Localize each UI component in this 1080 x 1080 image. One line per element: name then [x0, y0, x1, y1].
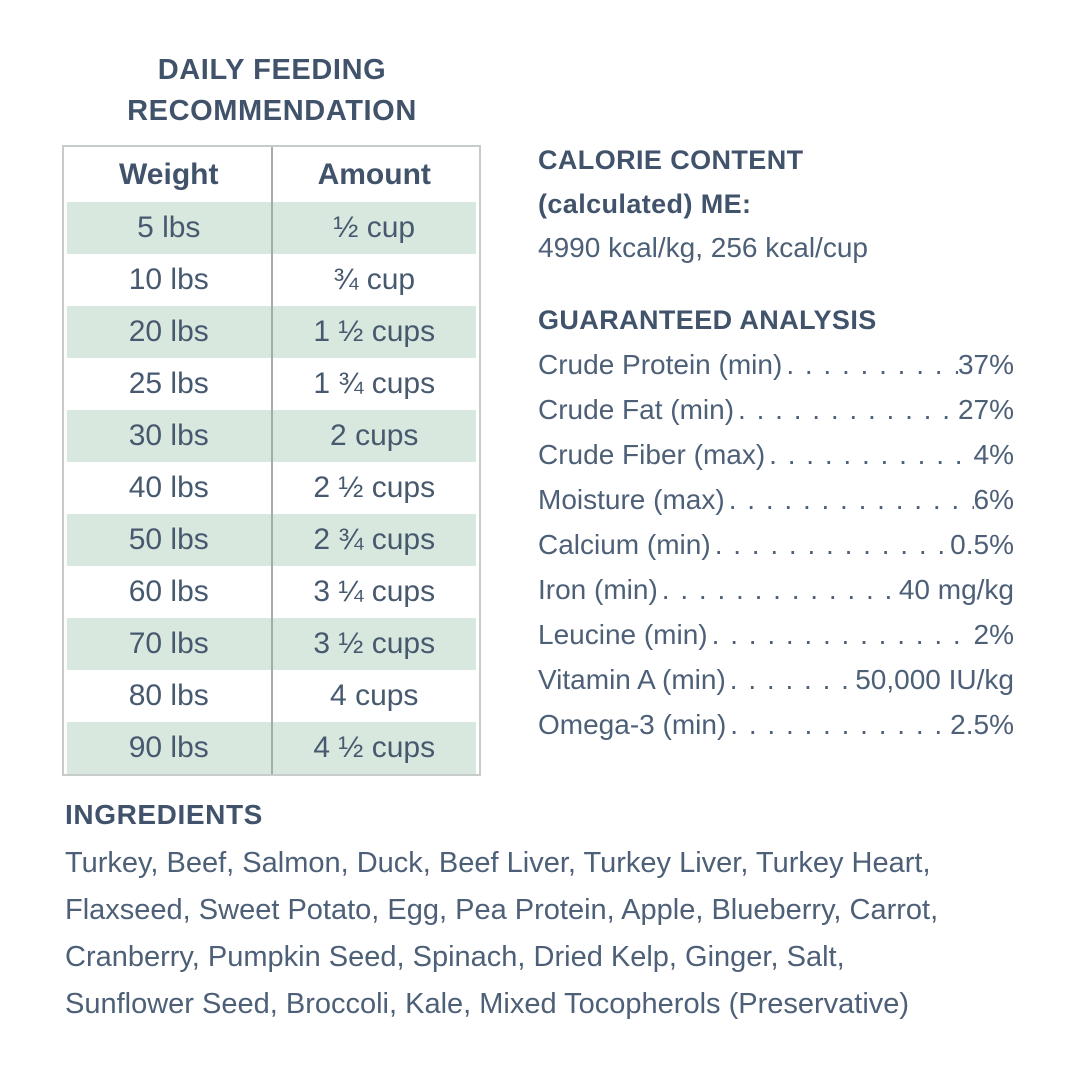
feeding-title-line1: DAILY FEEDING: [157, 54, 387, 86]
weight-cell: 10 lbs: [67, 254, 273, 306]
analysis-label: Moisture (max): [538, 484, 725, 515]
amount-cell: ¾ cup: [333, 263, 416, 296]
dot-leader: . . . . . . . . . . . . . . . . . . . . …: [728, 484, 974, 515]
analysis-label: Crude Protein (min): [538, 349, 783, 380]
analysis-label: Crude Fiber (max): [538, 439, 766, 470]
analysis-value: 37%: [957, 349, 1014, 380]
table-row: 60 lbs 3 ¼ cups: [67, 566, 476, 618]
analysis-value: 2.5%: [950, 709, 1014, 740]
amount-cell: ½ cup: [271, 202, 476, 254]
calorie-value: 4990 kcal/kg, 256 kcal/cup: [538, 232, 868, 263]
analysis-label: Vitamin A (min): [538, 664, 726, 695]
dot-leader: . . . . . . . . . . . . . . . . . . . . …: [738, 394, 958, 425]
weight-cell: 5 lbs: [67, 202, 273, 254]
dot-leader: . . . . . . . . . . . . . . . . . . . . …: [786, 349, 958, 380]
dot-leader: . . . . . . . . . . . . . . . . . . . . …: [730, 709, 950, 740]
analysis-label: Omega-3 (min): [538, 709, 727, 740]
feeding-table-container: Weight Amount 5 lbs ½ cup 10 lbs ¾ cup 2…: [62, 145, 481, 776]
analysis-value: 4%: [973, 439, 1014, 470]
analysis-value: 27%: [957, 394, 1014, 425]
analysis-label: Crude Fat (min): [538, 394, 735, 425]
analysis-row: Iron (min) . . . . . . . . . . . . . . .…: [538, 574, 1014, 619]
dot-leader: . . . . . . . . . . . . . . . . . . . . …: [661, 574, 899, 605]
feeding-title-line2: RECOMMENDATION: [127, 95, 417, 127]
feeding-table-header-row: Weight Amount: [67, 147, 476, 202]
table-row: 30 lbs 2 cups: [67, 410, 476, 462]
ingredients-line: Sunflower Seed, Broccoli, Kale, Mixed To…: [65, 988, 910, 1020]
weight-cell: 60 lbs: [67, 566, 273, 618]
right-column: CALORIE CONTENT (calculated) ME: 4990 kc…: [538, 138, 1014, 754]
table-row: 10 lbs ¾ cup: [67, 254, 476, 306]
analysis-row: Crude Fat (min) . . . . . . . . . . . . …: [538, 394, 1014, 439]
table-row: 50 lbs 2 ¾ cups: [67, 514, 476, 566]
ingredients-section: INGREDIENTS Turkey, Beef, Salmon, Duck, …: [65, 799, 1025, 1028]
analysis-label: Iron (min): [538, 574, 658, 605]
table-row: 90 lbs 4 ½ cups: [67, 722, 476, 774]
analysis-row: Crude Protein (min) . . . . . . . . . . …: [538, 349, 1014, 394]
calorie-heading-line2: (calculated) ME:: [538, 189, 752, 219]
weight-cell: 50 lbs: [67, 514, 273, 566]
analysis-row: Moisture (max) . . . . . . . . . . . . .…: [538, 484, 1014, 529]
amount-cell: 1 ¾ cups: [313, 367, 436, 400]
weight-cell: 30 lbs: [67, 410, 273, 462]
analysis-row: Calcium (min) . . . . . . . . . . . . . …: [538, 529, 1014, 574]
weight-cell: 25 lbs: [67, 358, 273, 410]
amount-cell: 4 cups: [330, 679, 419, 712]
amount-cell: 4 ½ cups: [271, 722, 476, 774]
amount-cell: 2 cups: [271, 410, 476, 462]
analysis-row: Leucine (min) . . . . . . . . . . . . . …: [538, 619, 1014, 664]
analysis-value: 0.5%: [950, 529, 1014, 560]
calorie-content-heading: CALORIE CONTENT (calculated) ME:: [538, 138, 1014, 226]
column-header-amount: Amount: [317, 157, 431, 191]
guaranteed-analysis-heading: GUARANTEED ANALYSIS: [538, 305, 877, 335]
ingredients-list: Turkey, Beef, Salmon, Duck, Beef Liver, …: [65, 840, 1025, 1028]
analysis-label: Calcium (min): [538, 529, 711, 560]
table-row: 80 lbs 4 cups: [67, 670, 476, 722]
calorie-heading-line1: CALORIE CONTENT: [538, 145, 804, 175]
weight-cell: 90 lbs: [67, 722, 273, 774]
dot-leader: . . . . . . . . . . . . . . . . . . . . …: [729, 664, 855, 695]
analysis-value: 40 mg/kg: [898, 574, 1014, 605]
amount-cell: 1 ½ cups: [271, 306, 476, 358]
dot-leader: . . . . . . . . . . . . . . . . . . . . …: [769, 439, 973, 470]
feeding-title: DAILY FEEDING RECOMMENDATION: [62, 50, 482, 132]
weight-cell: 20 lbs: [67, 306, 273, 358]
table-row: 20 lbs 1 ½ cups: [67, 306, 476, 358]
weight-cell: 80 lbs: [67, 670, 273, 722]
column-header-weight: Weight: [67, 147, 273, 202]
ingredients-line: Flaxseed, Sweet Potato, Egg, Pea Protein…: [65, 894, 939, 926]
ingredients-line: Turkey, Beef, Salmon, Duck, Beef Liver, …: [65, 847, 931, 879]
dot-leader: . . . . . . . . . . . . . . . . . . . . …: [714, 529, 950, 560]
analysis-row: Omega-3 (min) . . . . . . . . . . . . . …: [538, 709, 1014, 754]
analysis-row: Vitamin A (min) . . . . . . . . . . . . …: [538, 664, 1014, 709]
amount-cell: 3 ½ cups: [271, 618, 476, 670]
analysis-value: 6%: [973, 484, 1014, 515]
table-row: 5 lbs ½ cup: [67, 202, 476, 254]
weight-cell: 70 lbs: [67, 618, 273, 670]
analysis-value: 50,000 IU/kg: [855, 664, 1014, 695]
table-row: 40 lbs 2 ½ cups: [67, 462, 476, 514]
ingredients-heading: INGREDIENTS: [65, 799, 263, 830]
analysis-label: Leucine (min): [538, 619, 708, 650]
table-row: 25 lbs 1 ¾ cups: [67, 358, 476, 410]
dot-leader: . . . . . . . . . . . . . . . . . . . . …: [711, 619, 974, 650]
amount-cell: 3 ¼ cups: [313, 575, 436, 608]
amount-cell: 2 ¾ cups: [271, 514, 476, 566]
ingredients-line: Cranberry, Pumpkin Seed, Spinach, Dried …: [65, 941, 845, 973]
analysis-row: Crude Fiber (max) . . . . . . . . . . . …: [538, 439, 1014, 484]
table-row: 70 lbs 3 ½ cups: [67, 618, 476, 670]
amount-cell: 2 ½ cups: [313, 471, 436, 504]
analysis-value: 2%: [973, 619, 1014, 650]
feeding-table: Weight Amount 5 lbs ½ cup 10 lbs ¾ cup 2…: [67, 147, 476, 774]
weight-cell: 40 lbs: [67, 462, 273, 514]
